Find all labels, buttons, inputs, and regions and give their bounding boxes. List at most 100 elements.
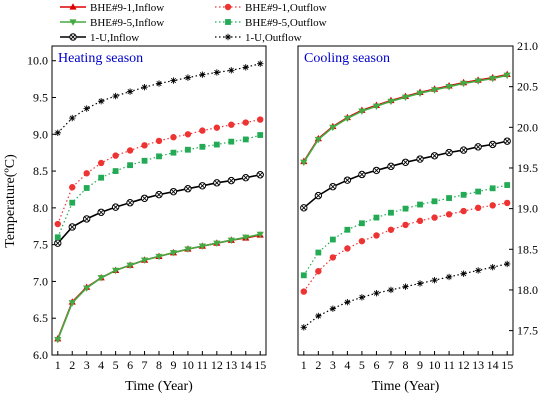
x-tick-label: 8	[156, 358, 162, 372]
x-tick-label: 13	[472, 358, 484, 372]
y-tick-label: 7.5	[33, 238, 48, 252]
data-point	[416, 155, 424, 163]
x-tick-label: 1	[301, 358, 307, 372]
y-tick-label: 9.0	[33, 127, 48, 141]
x-tick-label: 3	[330, 358, 336, 372]
data-point	[300, 204, 308, 212]
x-tick-label: 12	[211, 358, 223, 372]
panel-title: Cooling season	[304, 51, 390, 66]
y-tick-label: 10.0	[27, 54, 48, 68]
x-tick-label: 10	[429, 358, 441, 372]
x-tick-label: 4	[344, 358, 350, 372]
data-point	[213, 124, 221, 131]
legend-label: 1-U,Inflow	[90, 32, 139, 44]
data-point	[300, 324, 308, 331]
series-1-u-inflow	[54, 171, 264, 247]
data-point	[373, 214, 380, 221]
data-point	[388, 209, 394, 216]
data-point	[242, 119, 249, 126]
data-point	[358, 294, 366, 301]
data-point	[127, 162, 133, 169]
data-point	[112, 152, 119, 159]
data-point	[242, 173, 250, 182]
data-point	[489, 75, 497, 83]
data-point	[387, 226, 395, 233]
x-tick-label: 14	[240, 358, 252, 372]
series-bhe-9-1-outflow	[54, 116, 264, 228]
data-point	[155, 137, 163, 145]
y-tick-label: 7.0	[33, 274, 48, 288]
data-point	[300, 159, 308, 167]
data-point	[373, 290, 380, 297]
data-point	[373, 232, 380, 239]
y-tick-label: 18.0	[517, 283, 538, 297]
data-point	[402, 283, 409, 290]
data-point	[358, 170, 366, 179]
data-point	[343, 176, 352, 184]
data-point	[111, 203, 120, 211]
data-point	[213, 69, 221, 76]
data-point	[300, 272, 307, 279]
data-point	[431, 214, 438, 221]
data-point	[198, 182, 207, 190]
data-point	[344, 226, 351, 233]
data-point	[315, 249, 322, 256]
data-point	[126, 262, 134, 270]
data-point	[459, 146, 468, 154]
series-line	[57, 119, 261, 225]
y-tick-label: 8.0	[33, 201, 48, 215]
data-point	[446, 195, 452, 201]
series-bhe-9-5-outflow	[300, 182, 511, 279]
data-point	[416, 90, 424, 97]
x-tick-label: 6	[127, 358, 133, 372]
data-point	[300, 288, 308, 295]
y-tick-label: 6.0	[33, 348, 48, 362]
data-point	[227, 237, 235, 245]
y-tick-label: 18.5	[517, 242, 538, 256]
data-point	[112, 267, 120, 275]
series-bhe-9-1-outflow	[300, 199, 511, 295]
x-tick-label: 4	[98, 358, 104, 372]
data-point	[431, 276, 438, 284]
data-point	[489, 185, 496, 192]
data-point	[126, 199, 134, 207]
x-tick-label: 15	[254, 358, 266, 372]
data-point	[242, 64, 249, 71]
data-point	[257, 132, 264, 138]
data-point	[97, 97, 105, 105]
legend-item: BHE#9-5,Outflow	[215, 17, 327, 29]
data-point	[54, 234, 61, 241]
data-point	[474, 267, 482, 274]
series-line	[57, 174, 261, 244]
data-point	[83, 105, 90, 112]
data-point	[503, 72, 511, 80]
x-tick-label: 3	[84, 358, 90, 372]
data-point	[126, 88, 134, 95]
y-tick-label: 9.5	[33, 91, 48, 105]
data-point	[257, 116, 264, 123]
y-tick-label: 20.0	[517, 120, 538, 134]
legend-item: BHE#9-5,Inflow	[60, 17, 164, 29]
data-point	[170, 77, 177, 84]
data-point	[213, 240, 221, 247]
legend-label: 1-U,Outflow	[245, 32, 302, 44]
data-point	[416, 280, 424, 287]
data-point	[387, 162, 395, 171]
series-line	[303, 140, 508, 209]
y-tick-label: 21.0	[517, 39, 538, 53]
data-point	[228, 121, 235, 128]
data-point	[69, 199, 76, 206]
data-point	[489, 202, 496, 209]
x-tick-label: 9	[170, 358, 176, 372]
data-point	[97, 159, 105, 167]
data-point	[416, 217, 424, 225]
data-point	[170, 149, 177, 156]
data-point	[488, 140, 497, 149]
data-point	[126, 147, 134, 154]
plot-frame	[51, 45, 267, 356]
data-point	[315, 312, 322, 320]
data-point	[54, 129, 61, 137]
data-point	[460, 207, 467, 215]
series-line	[57, 134, 261, 238]
y-tick-label: 17.5	[517, 324, 538, 338]
